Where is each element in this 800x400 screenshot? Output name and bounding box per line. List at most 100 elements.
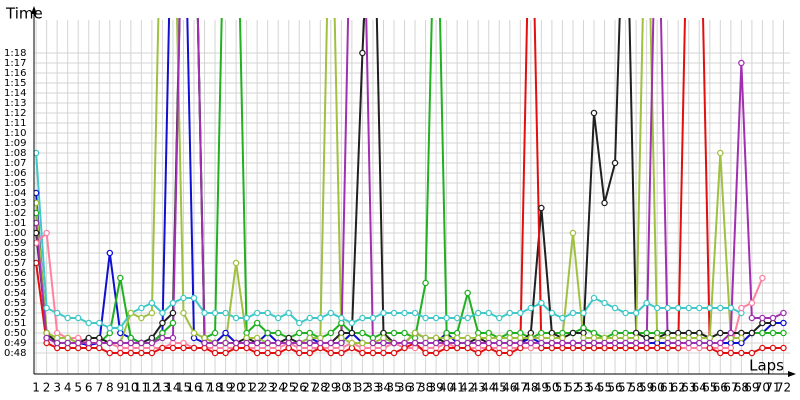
data-point bbox=[96, 339, 103, 347]
data-point bbox=[717, 149, 724, 157]
x-tick-label: 61 bbox=[660, 381, 675, 395]
data-point bbox=[380, 349, 387, 357]
x-tick-label: 68 bbox=[734, 381, 749, 395]
data-point bbox=[569, 339, 577, 347]
data-point bbox=[453, 339, 461, 347]
y-tick-label: 1:01 bbox=[4, 218, 26, 229]
data-point bbox=[590, 109, 598, 117]
data-point bbox=[34, 229, 40, 237]
x-tick-label: 63 bbox=[681, 381, 696, 395]
data-point bbox=[243, 314, 250, 322]
data-point bbox=[738, 334, 745, 342]
x-tick-label: 44 bbox=[481, 381, 496, 395]
data-point bbox=[759, 274, 766, 282]
data-point bbox=[338, 339, 345, 347]
data-point bbox=[159, 319, 166, 327]
data-point bbox=[496, 349, 503, 357]
data-point bbox=[43, 229, 50, 237]
data-point bbox=[243, 339, 250, 347]
data-point bbox=[96, 319, 103, 327]
data-point bbox=[117, 324, 124, 332]
data-point bbox=[169, 334, 177, 342]
y-tick-label: 1:02 bbox=[4, 208, 26, 219]
data-point bbox=[717, 339, 724, 347]
data-point bbox=[232, 314, 240, 322]
data-point bbox=[253, 349, 261, 357]
data-point bbox=[34, 219, 40, 227]
data-point bbox=[296, 319, 303, 327]
y-tick-label: 1:05 bbox=[4, 178, 26, 189]
data-point bbox=[211, 329, 219, 337]
x-tick-label: 56 bbox=[607, 381, 622, 395]
data-point bbox=[759, 344, 766, 352]
data-point bbox=[474, 309, 482, 317]
data-point bbox=[506, 349, 514, 357]
x-tick-label: 60 bbox=[650, 381, 665, 395]
x-tick-label: 71 bbox=[765, 381, 780, 395]
data-point bbox=[348, 339, 356, 347]
data-point bbox=[34, 259, 40, 267]
data-point bbox=[485, 309, 492, 317]
y-tick-label: 0:58 bbox=[4, 248, 26, 259]
data-point bbox=[653, 344, 661, 352]
data-point bbox=[622, 309, 629, 317]
data-point bbox=[74, 314, 82, 322]
x-tick-label: 66 bbox=[713, 381, 728, 395]
data-point bbox=[74, 339, 82, 347]
data-point bbox=[211, 339, 219, 347]
data-point bbox=[759, 329, 766, 337]
y-tick-label: 1:04 bbox=[4, 188, 26, 199]
data-point bbox=[401, 339, 408, 347]
data-point bbox=[264, 349, 271, 357]
data-point bbox=[138, 314, 145, 322]
data-point bbox=[390, 309, 398, 317]
data-point bbox=[496, 314, 503, 322]
x-tick-label: 49 bbox=[534, 381, 549, 395]
data-point bbox=[169, 299, 177, 307]
data-point bbox=[190, 344, 198, 352]
data-point bbox=[780, 319, 787, 327]
data-point bbox=[306, 314, 314, 322]
x-tick-label: 14 bbox=[165, 381, 180, 395]
data-point bbox=[306, 349, 314, 357]
data-point bbox=[148, 299, 156, 307]
data-point bbox=[453, 314, 461, 322]
data-point bbox=[201, 309, 208, 317]
data-point bbox=[127, 309, 135, 317]
x-tick-label: 26 bbox=[292, 381, 307, 395]
data-point bbox=[485, 339, 492, 347]
data-point bbox=[464, 339, 471, 347]
x-tick-label: 41 bbox=[450, 381, 465, 395]
x-tick-label: 48 bbox=[523, 381, 538, 395]
x-tick-label: 22 bbox=[250, 381, 265, 395]
data-point bbox=[422, 279, 429, 287]
x-tick-label: 12 bbox=[144, 381, 159, 395]
data-point bbox=[590, 294, 598, 302]
data-point bbox=[748, 329, 756, 337]
data-point bbox=[253, 319, 261, 327]
data-point bbox=[327, 339, 335, 347]
x-tick-label: 62 bbox=[671, 381, 686, 395]
data-point bbox=[527, 339, 535, 347]
data-point bbox=[64, 314, 71, 322]
data-point bbox=[264, 339, 271, 347]
y-tick-label: 1:07 bbox=[4, 158, 26, 169]
data-point bbox=[464, 289, 471, 297]
x-tick-label: 65 bbox=[702, 381, 717, 395]
data-point bbox=[422, 339, 429, 347]
x-tick-label: 10 bbox=[123, 381, 138, 395]
x-tick-label: 9 bbox=[116, 381, 124, 395]
x-tick-label: 13 bbox=[155, 381, 170, 395]
data-point bbox=[411, 309, 419, 317]
x-tick-label: 27 bbox=[302, 381, 317, 395]
data-point bbox=[127, 339, 135, 347]
data-point bbox=[780, 329, 787, 337]
data-point bbox=[401, 309, 408, 317]
data-point bbox=[538, 204, 545, 212]
y-tick-label: 1:15 bbox=[4, 78, 26, 89]
data-point bbox=[411, 329, 419, 337]
data-point bbox=[85, 339, 92, 347]
data-point bbox=[580, 339, 587, 347]
x-tick-label: 15 bbox=[176, 381, 191, 395]
x-tick-label: 54 bbox=[586, 381, 601, 395]
